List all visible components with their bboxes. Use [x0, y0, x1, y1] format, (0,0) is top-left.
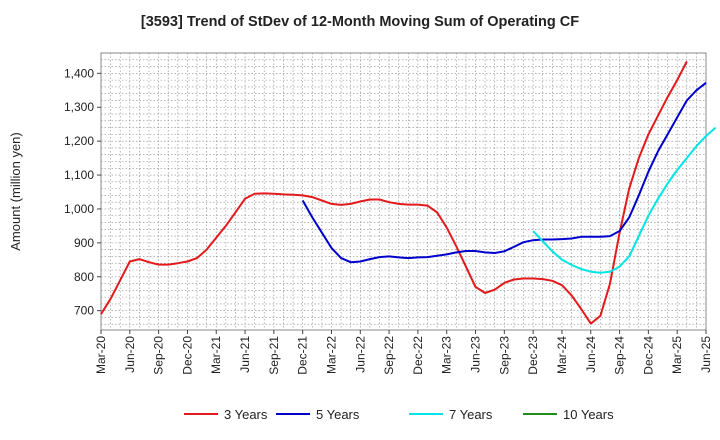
- series-line-3-years: [100, 61, 688, 325]
- series-line-7-years: [532, 126, 717, 274]
- x-tick-label: Jun-20: [123, 336, 137, 373]
- x-tick-label: Jun-22: [353, 336, 367, 373]
- x-tick-label: Mar-25: [670, 336, 684, 374]
- x-tick-label: Jun-24: [584, 336, 598, 373]
- x-tick-label: Dec-20: [180, 336, 194, 375]
- x-tick-label: Dec-24: [641, 336, 655, 375]
- x-tick-label: Sep-20: [152, 336, 166, 375]
- y-tick-label: 800: [74, 270, 94, 284]
- x-tick-label: Mar-20: [94, 336, 108, 374]
- y-tick-label: 700: [74, 304, 94, 318]
- x-tick-label: Dec-21: [296, 336, 310, 375]
- chart-title: [3593] Trend of StDev of 12-Month Moving…: [140, 14, 580, 30]
- series-lines: [100, 61, 717, 325]
- plot-area: [100, 52, 707, 331]
- legend-label: 5 Years: [316, 407, 360, 422]
- grid-lines: [101, 53, 706, 330]
- x-tick-label: Jun-21: [238, 336, 252, 373]
- y-tick-label: 1,000: [64, 202, 94, 216]
- x-tick-label: Mar-21: [209, 336, 223, 374]
- y-tick-label: 1,300: [64, 100, 94, 114]
- legend-label: 7 Years: [449, 407, 493, 422]
- x-tick-label: Dec-23: [526, 336, 540, 375]
- x-tick-label: Jun-25: [699, 336, 713, 373]
- x-tick-label: Mar-23: [440, 336, 454, 374]
- x-tick-label: Sep-22: [382, 336, 396, 375]
- x-tick-label: Sep-21: [267, 336, 281, 375]
- x-tick-label: Dec-22: [411, 336, 425, 375]
- legend-label: 3 Years: [224, 407, 268, 422]
- legend-label: 10 Years: [563, 407, 614, 422]
- y-axis-title: Amount (million yen): [8, 132, 23, 251]
- y-tick-label: 900: [74, 236, 94, 250]
- x-tick-label: Mar-24: [555, 336, 569, 374]
- legend: 3 Years 5 Years 7 Years 10 Years: [184, 407, 614, 422]
- y-tick-label: 1,100: [64, 168, 94, 182]
- x-tick-label: Mar-22: [324, 336, 338, 374]
- series-line-5-years: [301, 82, 707, 264]
- x-tick-label: Sep-24: [613, 336, 627, 375]
- y-tick-label: 1,200: [64, 134, 94, 148]
- x-tick-label: Sep-23: [497, 336, 511, 375]
- y-tick-label: 1,400: [64, 66, 94, 80]
- x-tick-label: Jun-23: [469, 336, 483, 373]
- axes: 700 800 900 1,000 1,100 1,200 1,300 1,400 Mar-20…: [64, 66, 713, 374]
